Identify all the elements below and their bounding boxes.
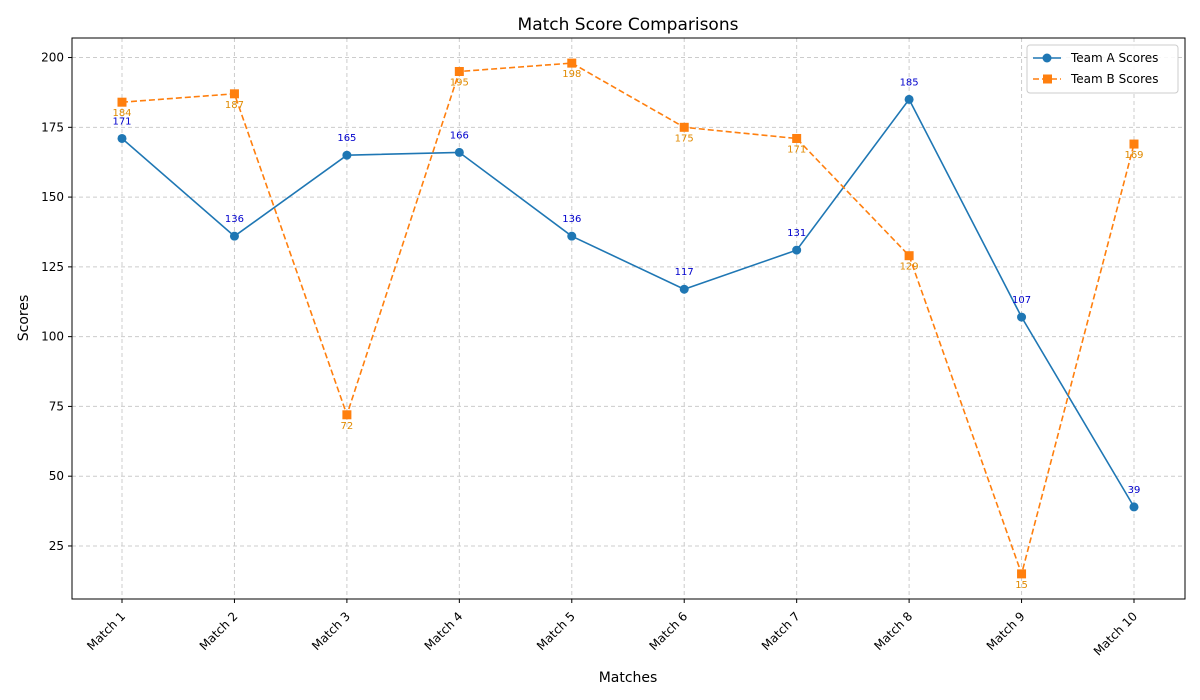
data-label: 107 <box>1012 295 1031 306</box>
data-point <box>567 58 577 68</box>
legend-item: Team B Scores <box>1033 72 1158 86</box>
x-tick-label: Match 5 <box>534 609 578 653</box>
data-label: 198 <box>562 69 581 80</box>
data-point <box>567 231 577 241</box>
data-point <box>117 97 127 107</box>
x-tick-label: Match 7 <box>759 609 803 653</box>
legend: Team A Scores Team B Scores <box>1026 44 1179 94</box>
series-2: 184 187 72 195 198 175 171 129 15 169 <box>112 58 1144 591</box>
x-tick-label: Match 2 <box>197 609 241 653</box>
chart-title: Match Score Comparisons <box>518 15 739 35</box>
data-label: 117 <box>675 267 694 278</box>
data-point <box>679 122 689 132</box>
y-axis: 25 50 75 100 125 150 175 200 <box>41 51 72 553</box>
plot-area-frame <box>71 37 1186 600</box>
data-point <box>342 410 352 420</box>
data-point <box>679 284 689 294</box>
data-point <box>1129 502 1139 512</box>
data-label: 195 <box>450 77 469 88</box>
data-label: 166 <box>450 130 469 141</box>
data-label: 165 <box>337 133 356 144</box>
x-tick-label: Match 9 <box>984 609 1028 653</box>
data-point <box>792 133 802 143</box>
data-label: 15 <box>1015 580 1028 591</box>
data-label: 175 <box>675 133 694 144</box>
data-label: 129 <box>900 262 919 273</box>
y-axis-label: Scores <box>16 295 32 342</box>
data-point <box>229 231 239 241</box>
x-tick-label: Match 1 <box>84 609 128 653</box>
legend-label: Team B Scores <box>1070 72 1158 86</box>
series-layer: 171 136 165 166 136 117 131 185 107 39 184 187 72 195… <box>112 58 1144 591</box>
legend-frame <box>1026 44 1179 94</box>
data-point <box>1017 312 1027 322</box>
data-point <box>904 251 914 261</box>
y-tick-label: 75 <box>49 399 64 413</box>
x-tick-label: Match 10 <box>1091 609 1140 658</box>
legend-label: Team A Scores <box>1070 51 1158 65</box>
x-tick-label: Match 3 <box>309 609 353 653</box>
series-line <box>121 97 1135 508</box>
x-tick-label: Match 6 <box>646 609 690 653</box>
data-label: 136 <box>562 214 581 225</box>
y-tick-label: 100 <box>41 330 64 344</box>
data-label: 131 <box>787 228 806 239</box>
data-point <box>454 66 464 76</box>
y-tick-label: 150 <box>41 190 64 204</box>
y-tick-label: 200 <box>41 51 64 65</box>
data-label: 171 <box>112 116 131 127</box>
y-tick-label: 50 <box>49 469 64 483</box>
data-label: 184 <box>112 108 131 119</box>
data-point <box>117 133 127 143</box>
data-label: 72 <box>341 421 354 432</box>
series-line <box>121 62 1135 577</box>
y-tick-label: 175 <box>41 120 64 134</box>
y-tick-label: 25 <box>49 539 64 553</box>
data-label: 185 <box>900 77 919 88</box>
y-tick-label: 125 <box>41 260 64 274</box>
data-label: 39 <box>1128 485 1141 496</box>
legend-marker <box>1043 74 1052 84</box>
legend-marker <box>1042 53 1052 63</box>
data-point <box>792 245 802 255</box>
x-tick-label: Match 4 <box>422 609 466 653</box>
data-point <box>904 94 914 104</box>
data-label: 169 <box>1124 150 1143 161</box>
data-point <box>1129 139 1139 149</box>
series-1: 171 136 165 166 136 117 131 185 107 39 <box>112 77 1141 512</box>
x-tick-label: Match 8 <box>871 609 915 653</box>
data-point <box>229 89 239 99</box>
legend-item: Team A Scores <box>1033 51 1158 65</box>
data-label: 171 <box>787 144 806 155</box>
x-axis-label: Matches <box>599 670 658 686</box>
data-point <box>342 150 352 160</box>
data-label: 187 <box>225 100 244 111</box>
x-axis: Match 1 Match 2 Match 3 Match 4 Match 5 Match… <box>84 599 1140 659</box>
data-point <box>454 147 464 157</box>
data-point <box>1017 569 1027 579</box>
data-label: 136 <box>225 214 244 225</box>
